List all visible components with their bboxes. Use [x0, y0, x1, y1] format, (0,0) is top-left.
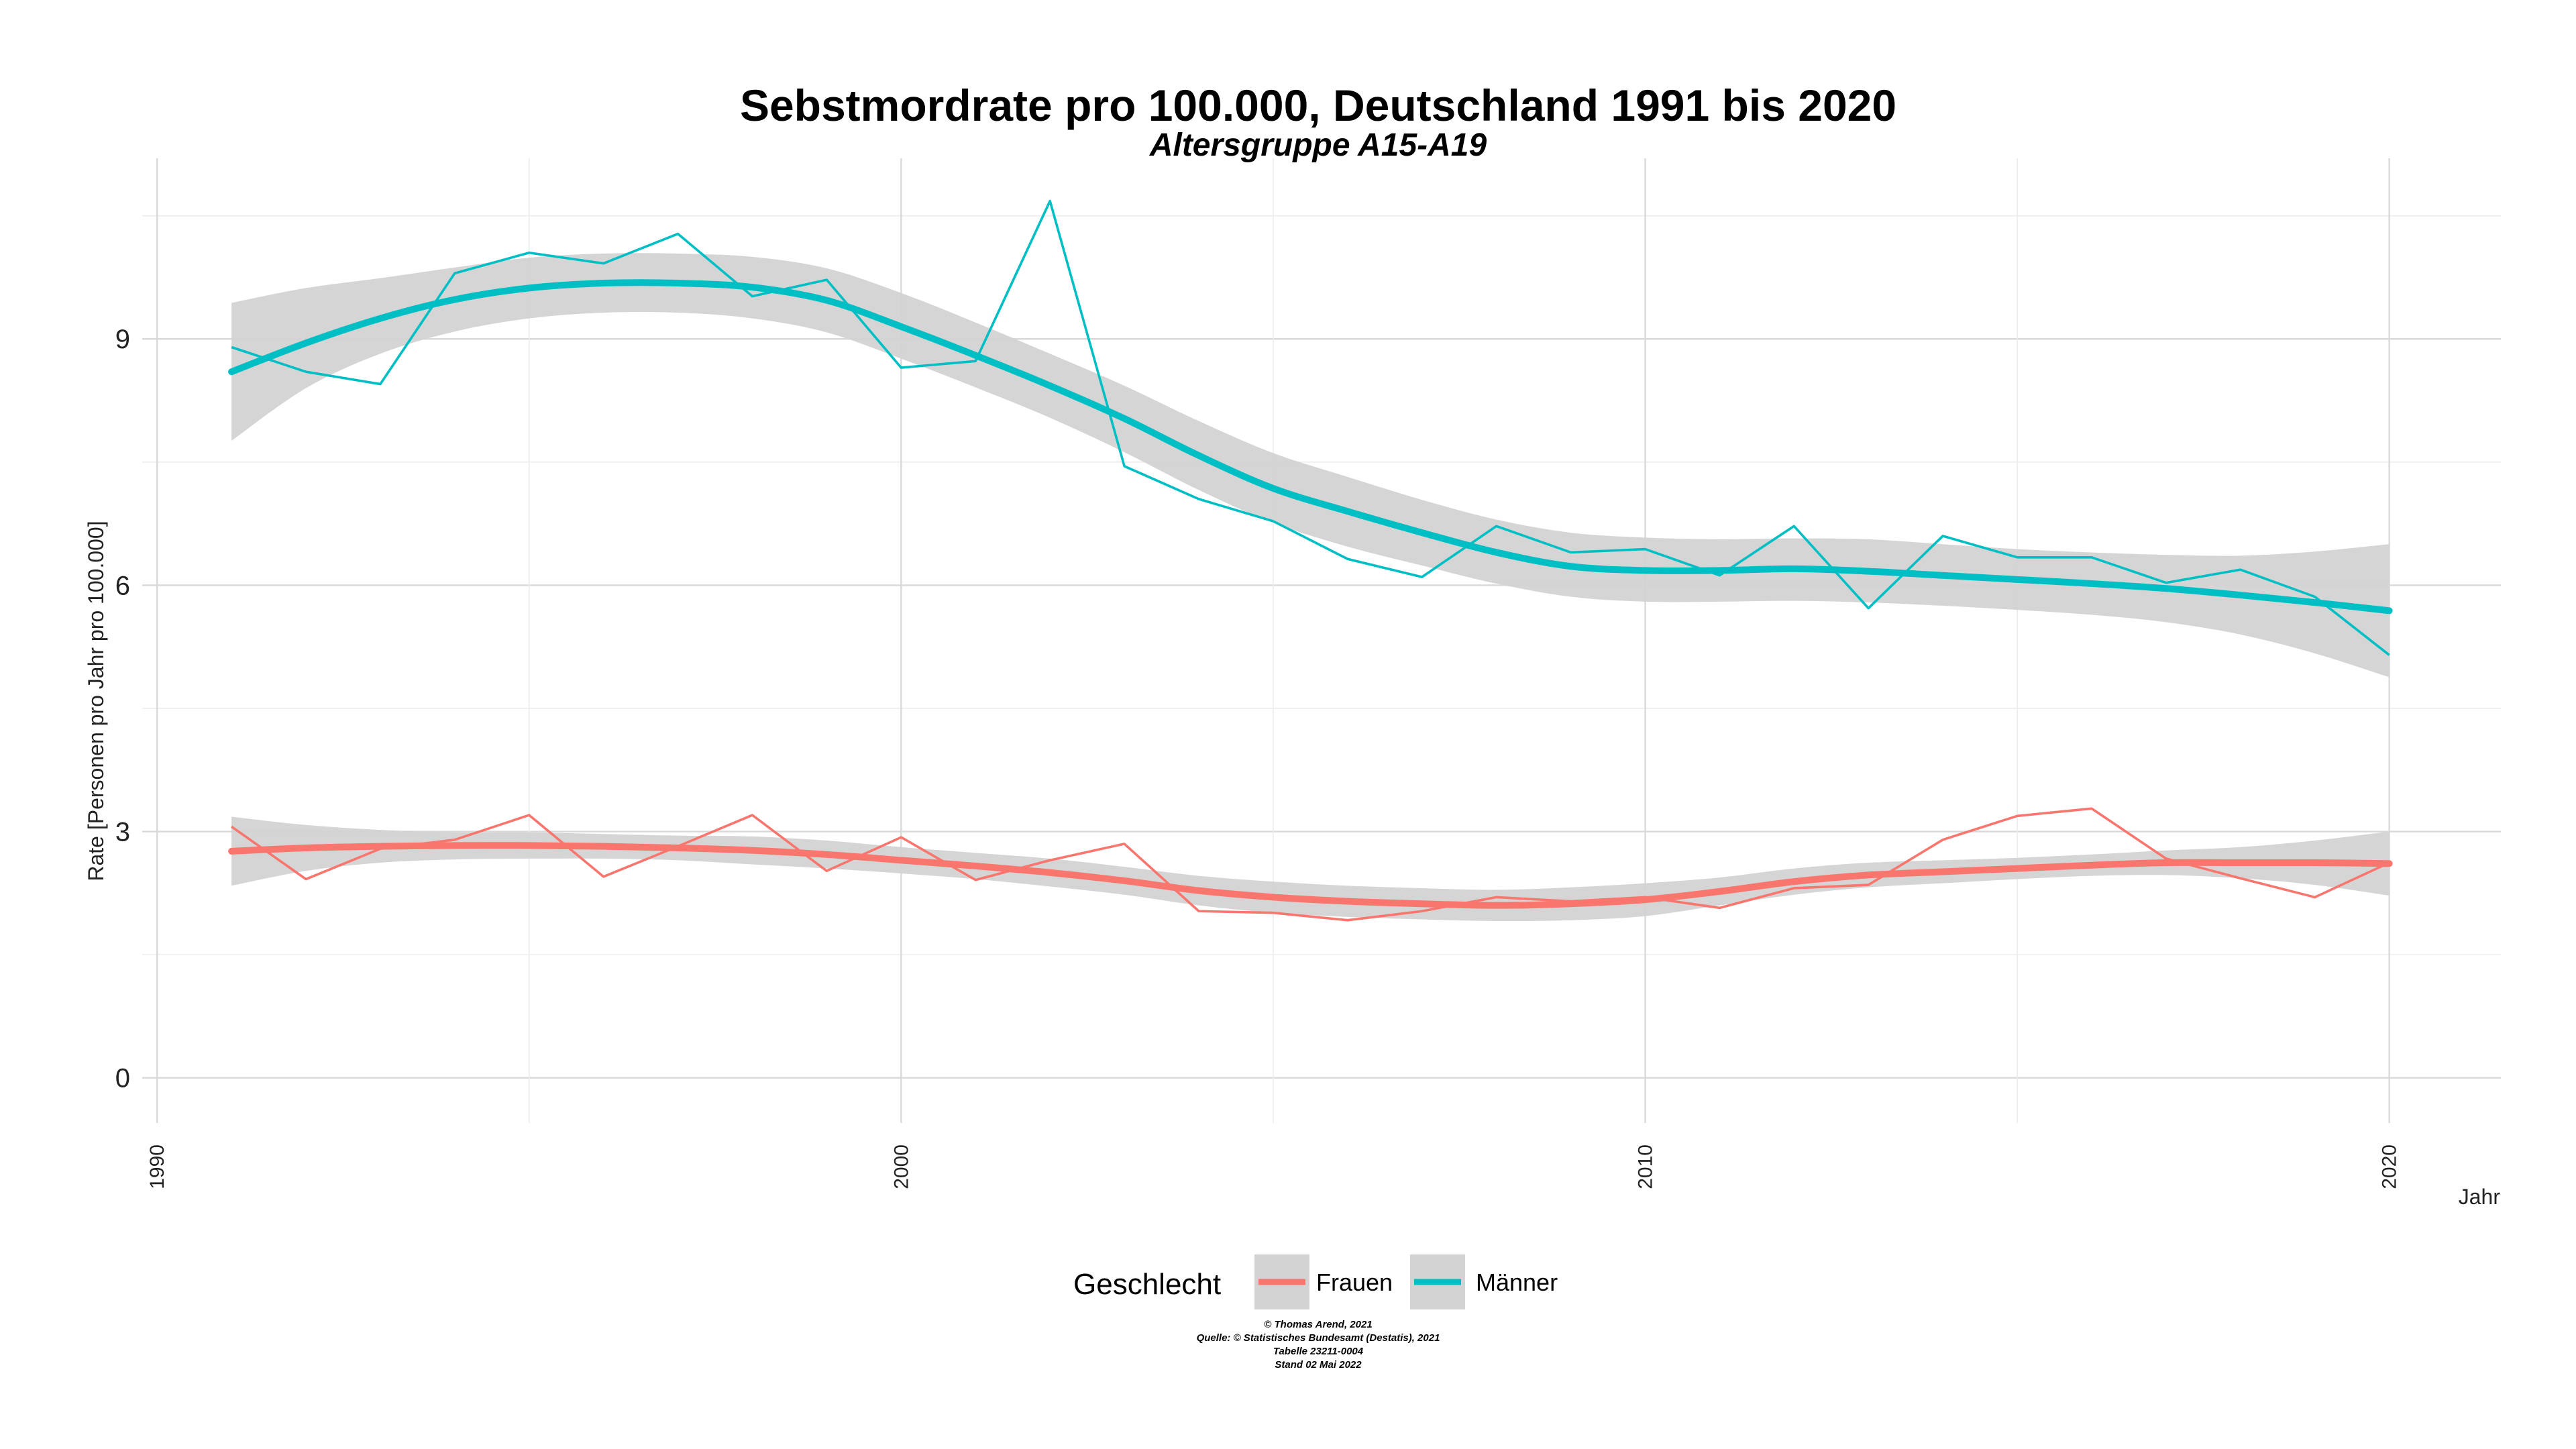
- caption-source: Quelle: © Statistisches Bundesamt (Desta…: [1197, 1332, 1440, 1344]
- line-maenner: [231, 199, 2390, 656]
- legend-title: Geschlecht: [1073, 1268, 1221, 1301]
- trend-frauen: [228, 842, 2393, 909]
- x-axis-label: Jahr: [2459, 1185, 2501, 1209]
- chart-title: Sebstmordrate pro 100.000, Deutschland 1…: [740, 80, 1896, 130]
- x-tick-label: 2000: [890, 1144, 912, 1189]
- chart-subtitle: Altersgruppe A15-A19: [1149, 127, 1487, 163]
- legend: Geschlecht Frauen Männer: [1073, 1254, 1558, 1309]
- legend-label-maenner: Männer: [1476, 1269, 1558, 1296]
- trend-maenner: [228, 279, 2393, 614]
- y-tick-label: 9: [115, 325, 130, 354]
- series-lines: [228, 199, 2393, 922]
- y-tick-label: 6: [115, 571, 130, 600]
- legend-label-frauen: Frauen: [1316, 1269, 1393, 1296]
- confidence-bands: [231, 253, 2390, 922]
- caption-date: Stand 02 Mai 2022: [1275, 1359, 1362, 1371]
- x-tick-label: 1990: [146, 1144, 168, 1189]
- caption-copyright: © Thomas Arend, 2021: [1264, 1319, 1372, 1330]
- y-axis-ticks: 0 3 6 9: [115, 325, 130, 1093]
- band-frauen: [231, 816, 2390, 922]
- y-tick-label: 3: [115, 818, 130, 847]
- x-tick-label: 2020: [2379, 1144, 2401, 1189]
- band-maenner: [231, 253, 2390, 678]
- x-axis-ticks: 1990 2000 2010 2020: [146, 1144, 2400, 1189]
- caption-table: Tabelle 23211-0004: [1273, 1346, 1364, 1357]
- y-tick-label: 0: [115, 1064, 130, 1093]
- line-frauen: [231, 807, 2390, 922]
- x-tick-label: 2010: [1634, 1144, 1656, 1189]
- source-caption: © Thomas Arend, 2021 Quelle: © Statistis…: [1197, 1319, 1440, 1371]
- y-axis-label: Rate [Personen pro Jahr pro 100.000]: [84, 521, 108, 881]
